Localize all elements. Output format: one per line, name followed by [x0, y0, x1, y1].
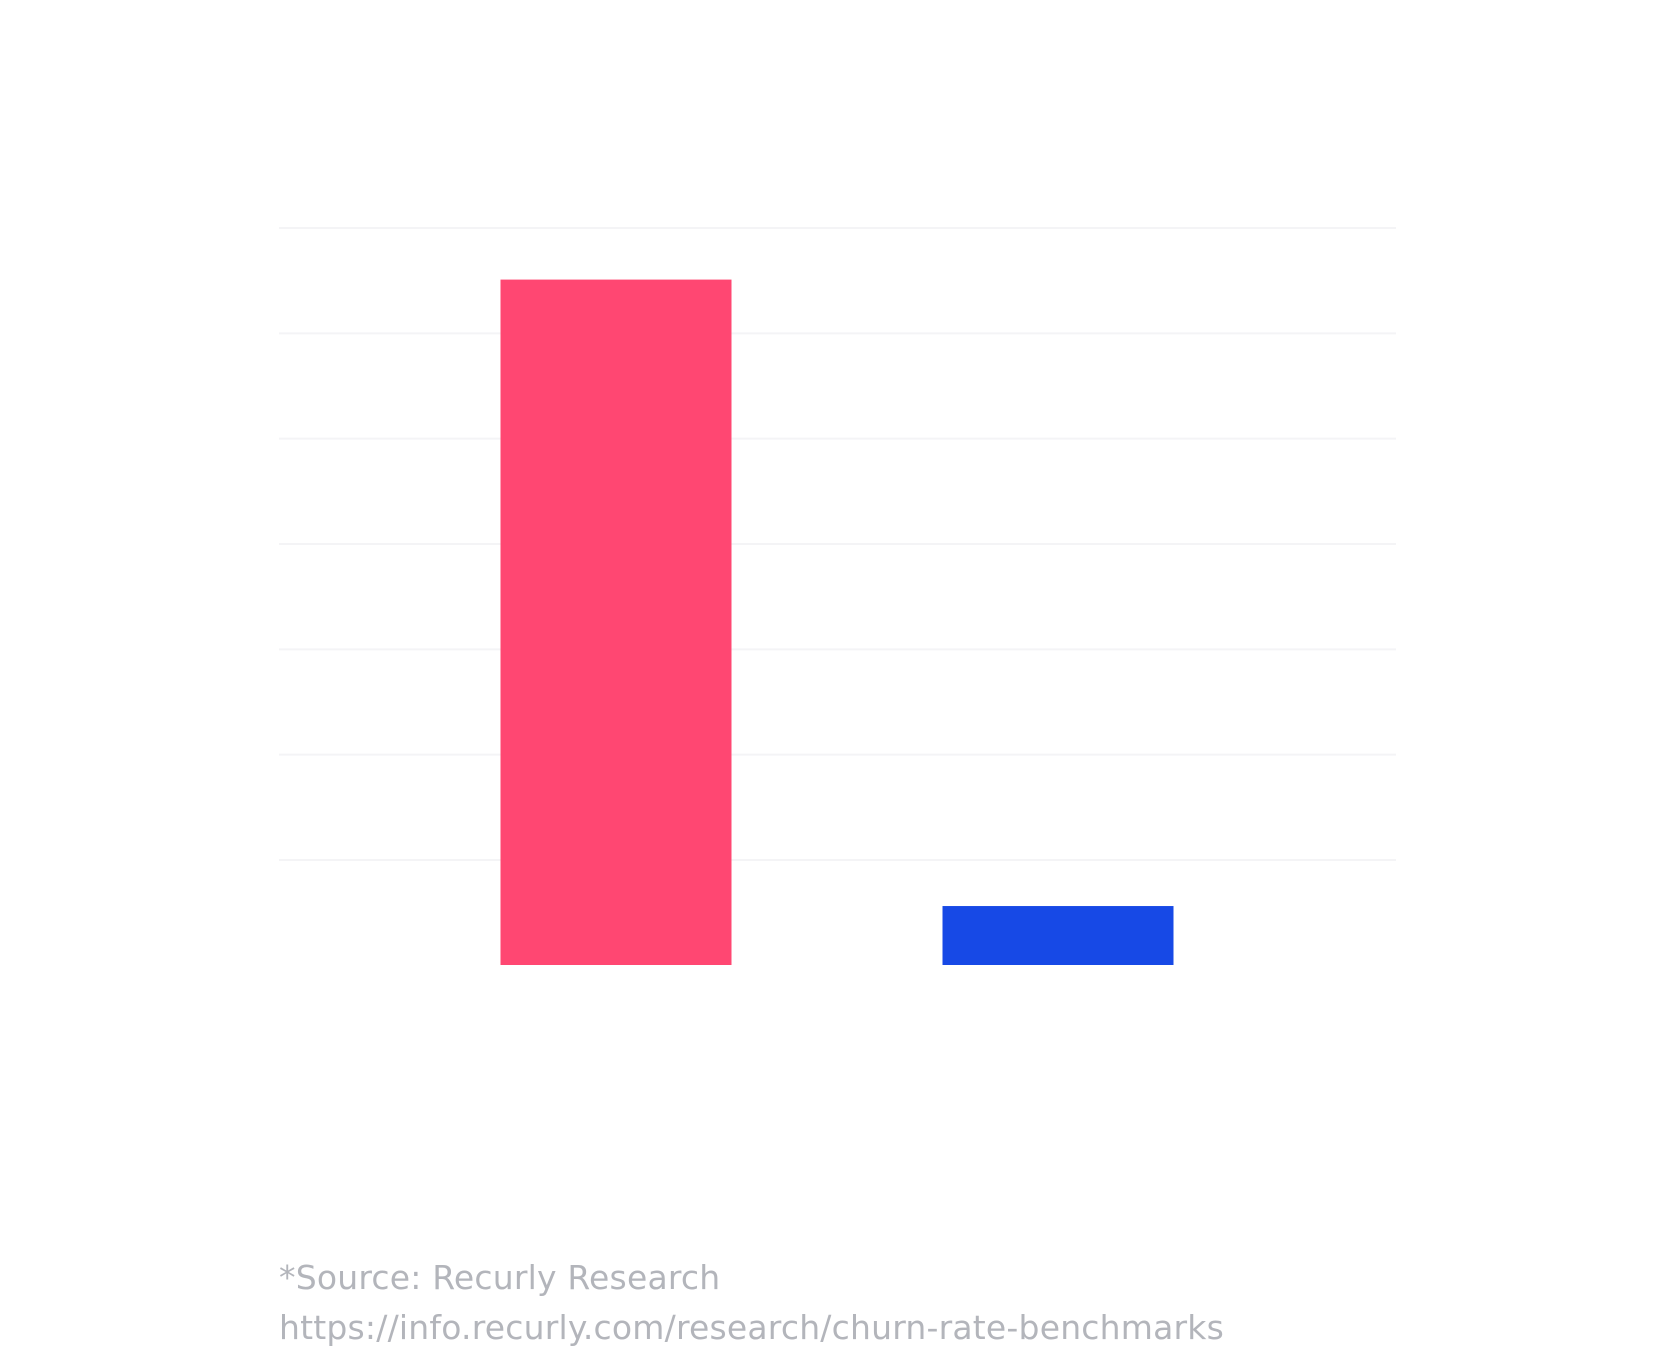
bar-2	[942, 906, 1174, 965]
source-url: https://info.recurly.com/research/churn-…	[279, 1308, 1225, 1347]
bar-1	[500, 279, 732, 966]
source-note: *Source: Recurly Research	[279, 1258, 721, 1297]
